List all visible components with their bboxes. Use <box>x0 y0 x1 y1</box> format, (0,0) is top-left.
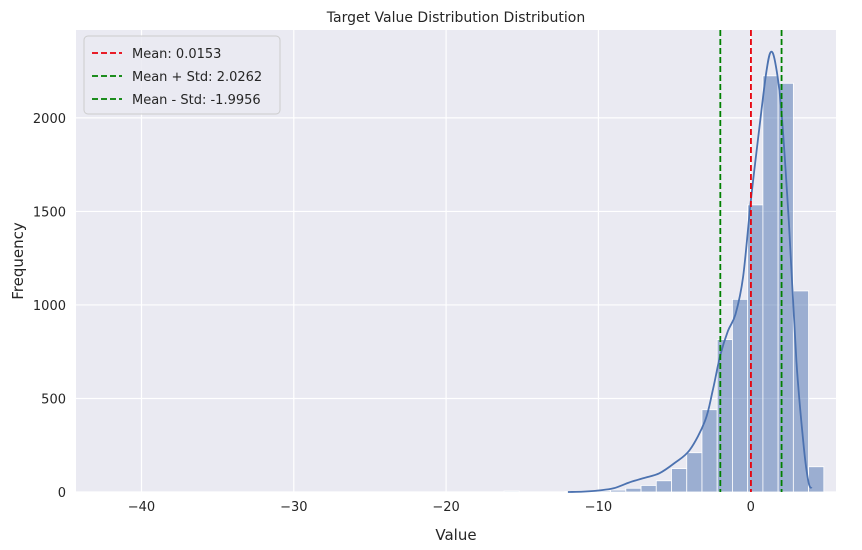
chart-title: Target Value Distribution Distribution <box>326 10 585 26</box>
histogram-bar <box>655 480 672 493</box>
histogram-bar <box>671 468 688 493</box>
y-axis-label: Frequency <box>9 222 27 300</box>
y-tick-label: 1000 <box>33 299 66 314</box>
x-tick-label: −40 <box>128 500 155 515</box>
y-tick-label: 0 <box>58 486 66 501</box>
histogram-bar <box>640 485 657 493</box>
y-tick-label: 2000 <box>33 112 66 127</box>
histogram-bar <box>732 298 749 493</box>
kde-layer <box>567 50 813 493</box>
legend-label-mean-minus-std: Mean - Std: -1.9956 <box>132 93 261 108</box>
histogram-bar <box>792 290 809 493</box>
histogram-bar <box>503 490 520 493</box>
y-tick-label: 500 <box>41 392 66 407</box>
ticks-layer: −40 −30 −20 −10 0 0 500 1000 1500 2000 <box>33 112 755 515</box>
x-tick-label: −20 <box>432 500 459 515</box>
grid-layer <box>76 30 836 493</box>
x-tick-label: 0 <box>747 500 755 515</box>
legend-label-mean-plus-std: Mean + Std: 2.0262 <box>132 70 262 85</box>
x-axis-label: Value <box>435 526 476 544</box>
legend-box <box>83 35 281 115</box>
legend-label-mean: Mean: 0.0153 <box>132 47 221 62</box>
histogram-bar <box>747 204 764 493</box>
y-tick-label: 1500 <box>33 205 66 220</box>
kde-curve <box>567 50 813 493</box>
histogram-bar <box>762 75 779 493</box>
reference-lines-layer <box>719 30 783 492</box>
histogram-bar <box>610 489 627 493</box>
legend: Mean: 0.0153 Mean + Std: 2.0262 Mean - S… <box>83 35 281 115</box>
x-tick-label: −30 <box>280 500 307 515</box>
x-tick-label: −10 <box>585 500 612 515</box>
histogram-bar <box>625 487 642 493</box>
histogram-bar <box>686 452 703 493</box>
histogram-bar <box>777 82 794 493</box>
